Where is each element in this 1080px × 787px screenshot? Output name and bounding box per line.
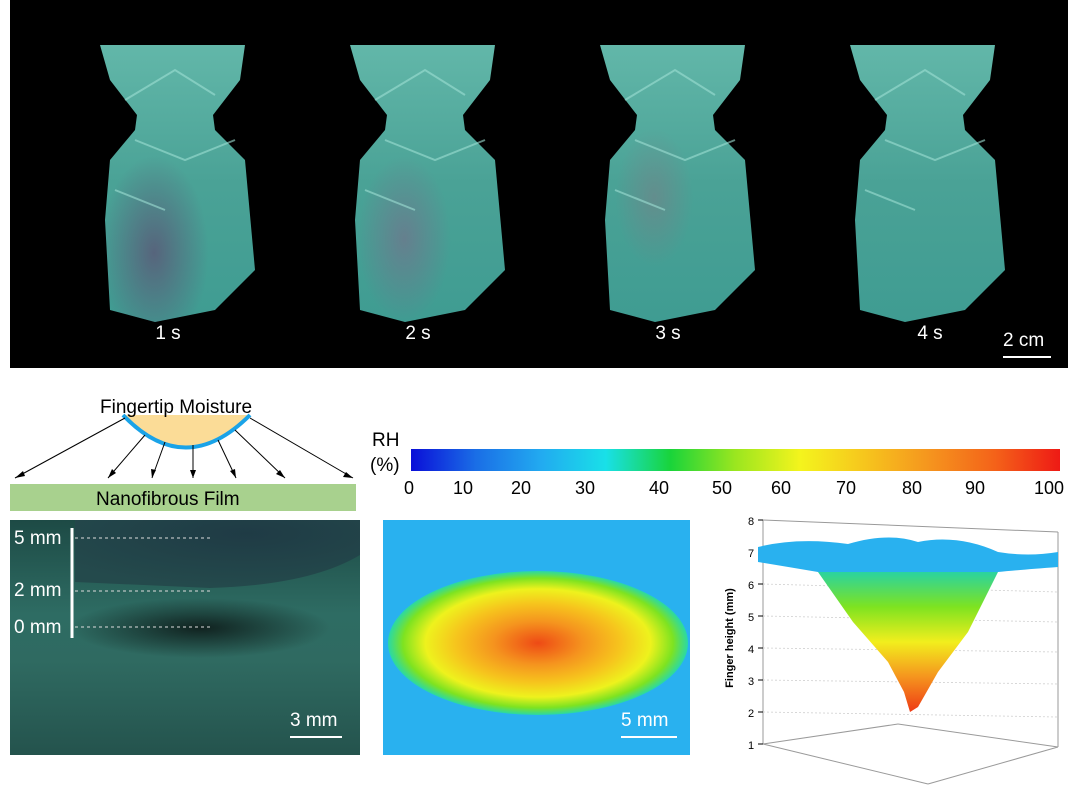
colorbar-tick-40: 40 <box>648 478 670 498</box>
scale-bar-map-label: 5 mm <box>621 710 669 731</box>
y-tick-5: 5 <box>748 612 755 624</box>
colorbar-tick-90: 90 <box>964 478 986 498</box>
y-axis-label: Finger height (mm) <box>724 588 736 688</box>
colorbar-title: RH <box>372 430 400 451</box>
humidity-map: 5 mm <box>383 520 690 755</box>
arrow-heads <box>15 469 353 478</box>
film-bag-photo-4 <box>850 45 1005 322</box>
colorbar-tick-30: 30 <box>574 478 596 498</box>
fingertip-moisture-label: Fingertip Moisture <box>100 397 253 418</box>
colorbar-tick-100: 100 <box>1033 478 1065 498</box>
colorbar-tick-10: 10 <box>452 478 474 498</box>
finger-shadow <box>70 598 330 658</box>
colorbar-tick-60: 60 <box>770 478 792 498</box>
mark-2mm: 2 mm <box>14 580 62 601</box>
side-view-photo: 5 mm 2 mm 0 mm 3 mm <box>10 520 360 755</box>
colorbar-tick-80: 80 <box>901 478 923 498</box>
colorbar-unit: (%) <box>370 455 400 476</box>
time-label-4: 4 s <box>917 323 943 344</box>
scale-bar-camera-line <box>290 736 342 738</box>
y-tick-3: 3 <box>748 676 755 688</box>
film-bag-photo-2 <box>350 45 505 322</box>
time-label-3: 3 s <box>655 323 681 344</box>
scale-bar-map-line <box>621 736 677 738</box>
time-lapse-photo-panel: 1 s 2 s 3 s 4 s <box>10 0 1068 368</box>
fingertip-edge <box>121 413 252 450</box>
height-cone-surface <box>818 572 998 712</box>
scale-bar-camera-label: 3 mm <box>290 710 338 731</box>
scale-bar-map: 5 mm <box>621 710 677 738</box>
y-tick-4: 4 <box>748 644 755 656</box>
mark-0mm: 0 mm <box>14 617 62 638</box>
scale-bar-camera: 3 mm <box>290 710 342 738</box>
y-tick-8: 8 <box>748 516 755 528</box>
film-bag-photo-1 <box>100 45 255 322</box>
mark-5mm: 5 mm <box>14 528 62 549</box>
scale-bar-top-label: 2 cm <box>1003 330 1045 351</box>
colorbar-tick-0: 0 <box>403 478 415 498</box>
time-label-2: 2 s <box>405 323 431 344</box>
nanofibrous-film-label: Nanofibrous Film <box>96 489 240 510</box>
scale-bar-top: 2 cm <box>1003 330 1051 358</box>
nanofibrous-film-bar <box>10 484 356 511</box>
height-plateau-surface <box>758 537 1058 572</box>
y-tick-2: 2 <box>748 708 755 720</box>
colorbar-tick-20: 20 <box>510 478 532 498</box>
finger-silhouette <box>75 520 360 588</box>
time-label-1: 1 s <box>155 323 181 344</box>
y-tick-7: 7 <box>748 548 755 560</box>
film-bag-photo-3 <box>600 45 755 322</box>
finger-height-3d-plot: 8 7 6 5 4 3 2 1 Finger height (mm) <box>718 512 1068 787</box>
colorbar-tick-50: 50 <box>711 478 733 498</box>
y-tick-1: 1 <box>748 740 755 752</box>
y-tick-6: 6 <box>748 580 755 592</box>
humidity-blob <box>388 571 688 715</box>
colorbar-tick-70: 70 <box>835 478 857 498</box>
fingertip-schematic <box>10 413 356 511</box>
scale-bar-top-line <box>1003 356 1051 358</box>
rh-colorbar <box>411 449 1060 471</box>
